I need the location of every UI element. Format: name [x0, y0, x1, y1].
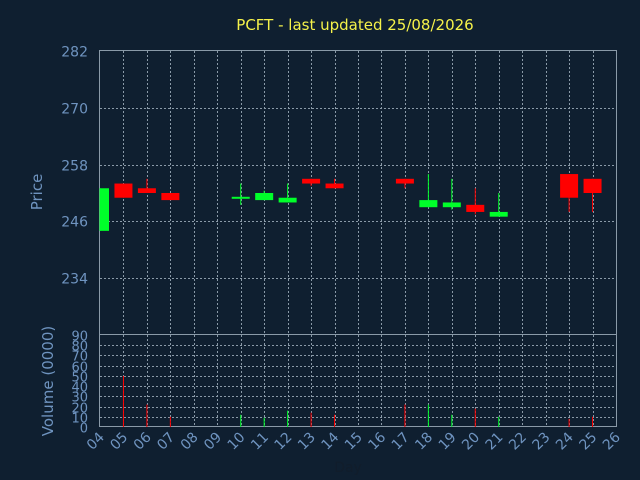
- volume-tick-label: 20: [71, 402, 88, 417]
- candle-body: [395, 178, 414, 184]
- x-tick-label: 18: [412, 430, 436, 454]
- volume-tick-label: 50: [71, 371, 88, 386]
- x-tick-label: 05: [107, 430, 131, 454]
- x-tick-label: 14: [318, 429, 342, 453]
- candle: [278, 183, 297, 203]
- candle-body: [302, 178, 321, 184]
- volume-tick-label: 60: [71, 361, 88, 376]
- candle: [137, 178, 156, 193]
- x-tick-label: 20: [459, 430, 483, 454]
- candle: [442, 178, 461, 210]
- candles: [99, 174, 602, 231]
- candle-body: [161, 193, 180, 201]
- price-tick-label: 270: [61, 102, 88, 118]
- candle: [489, 193, 508, 217]
- candle: [302, 178, 321, 186]
- volume-tick-label: 30: [71, 391, 88, 406]
- x-tick-label: 19: [436, 430, 460, 454]
- price-axis-label: Price: [28, 174, 46, 211]
- candle: [419, 174, 438, 208]
- price-tick-label: 258: [61, 159, 88, 175]
- candle-body: [419, 200, 438, 208]
- volume-tick-label: 80: [71, 340, 88, 355]
- candle: [255, 190, 274, 201]
- candle: [325, 178, 344, 189]
- x-tick-label: 17: [389, 430, 413, 454]
- price-y-ticks: 234 246 258 270 282: [61, 45, 88, 288]
- x-axis-label: Day: [334, 460, 362, 476]
- x-tick-label: 12: [272, 430, 296, 454]
- candle: [114, 183, 133, 198]
- x-tick-label: 11: [248, 430, 272, 454]
- x-tick-label: 06: [131, 429, 155, 453]
- chart-title: PCFT - last updated 25/08/2026: [236, 16, 473, 34]
- x-tick-label: 21: [483, 430, 507, 454]
- x-tick-label: 25: [576, 430, 600, 454]
- volume-grid: [100, 335, 616, 427]
- candle-body: [231, 196, 250, 199]
- candle: [99, 188, 109, 231]
- candle: [466, 188, 485, 215]
- price-tick-label: 282: [61, 45, 88, 61]
- candle: [560, 174, 579, 212]
- candle-body: [114, 183, 133, 198]
- candle-body: [325, 183, 344, 189]
- candle-body: [489, 211, 508, 217]
- x-tick-label: 24: [553, 429, 577, 453]
- candle: [395, 178, 414, 189]
- x-tick-label: 23: [530, 430, 554, 454]
- x-tick-label: 22: [506, 430, 530, 454]
- x-tick-label: 10: [225, 430, 249, 454]
- volume-tick-label: 70: [71, 350, 88, 365]
- candle-body: [255, 193, 274, 201]
- price-panel: 234 246 258 270 282 Price: [28, 45, 617, 335]
- candle-body: [100, 188, 109, 231]
- candle-body: [442, 202, 461, 208]
- candle-body: [137, 188, 156, 193]
- volume-axis-label: Volume (0000): [39, 326, 57, 436]
- candle-body: [278, 197, 297, 203]
- x-tick-label: 26: [600, 429, 624, 453]
- x-tick-label: 09: [201, 430, 225, 454]
- x-tick-label: 08: [178, 430, 202, 454]
- x-tick-label: 15: [342, 430, 366, 454]
- volume-frame: [99, 334, 617, 427]
- candle: [231, 183, 250, 205]
- x-ticks: 04 05 06 07 08 09 10 11 12 13 14 15 16 17 18 19 20 21 22 23…: [84, 429, 624, 453]
- x-tick-label: 07: [154, 430, 178, 454]
- candle-body: [560, 174, 579, 198]
- candle-body: [466, 204, 485, 212]
- volume-bars: [122, 375, 594, 427]
- volume-tick-label: 0: [80, 422, 88, 437]
- volume-tick-label: 90: [71, 330, 88, 345]
- volume-tick-label: 40: [71, 381, 88, 396]
- volume-tick-label: 10: [71, 412, 88, 427]
- candle: [583, 178, 602, 212]
- candle-body: [583, 178, 602, 193]
- x-tick-label: 13: [295, 430, 319, 454]
- price-tick-label: 246: [61, 215, 88, 231]
- x-tick-label: 16: [365, 429, 389, 453]
- price-tick-label: 234: [61, 272, 88, 288]
- candle: [161, 193, 180, 201]
